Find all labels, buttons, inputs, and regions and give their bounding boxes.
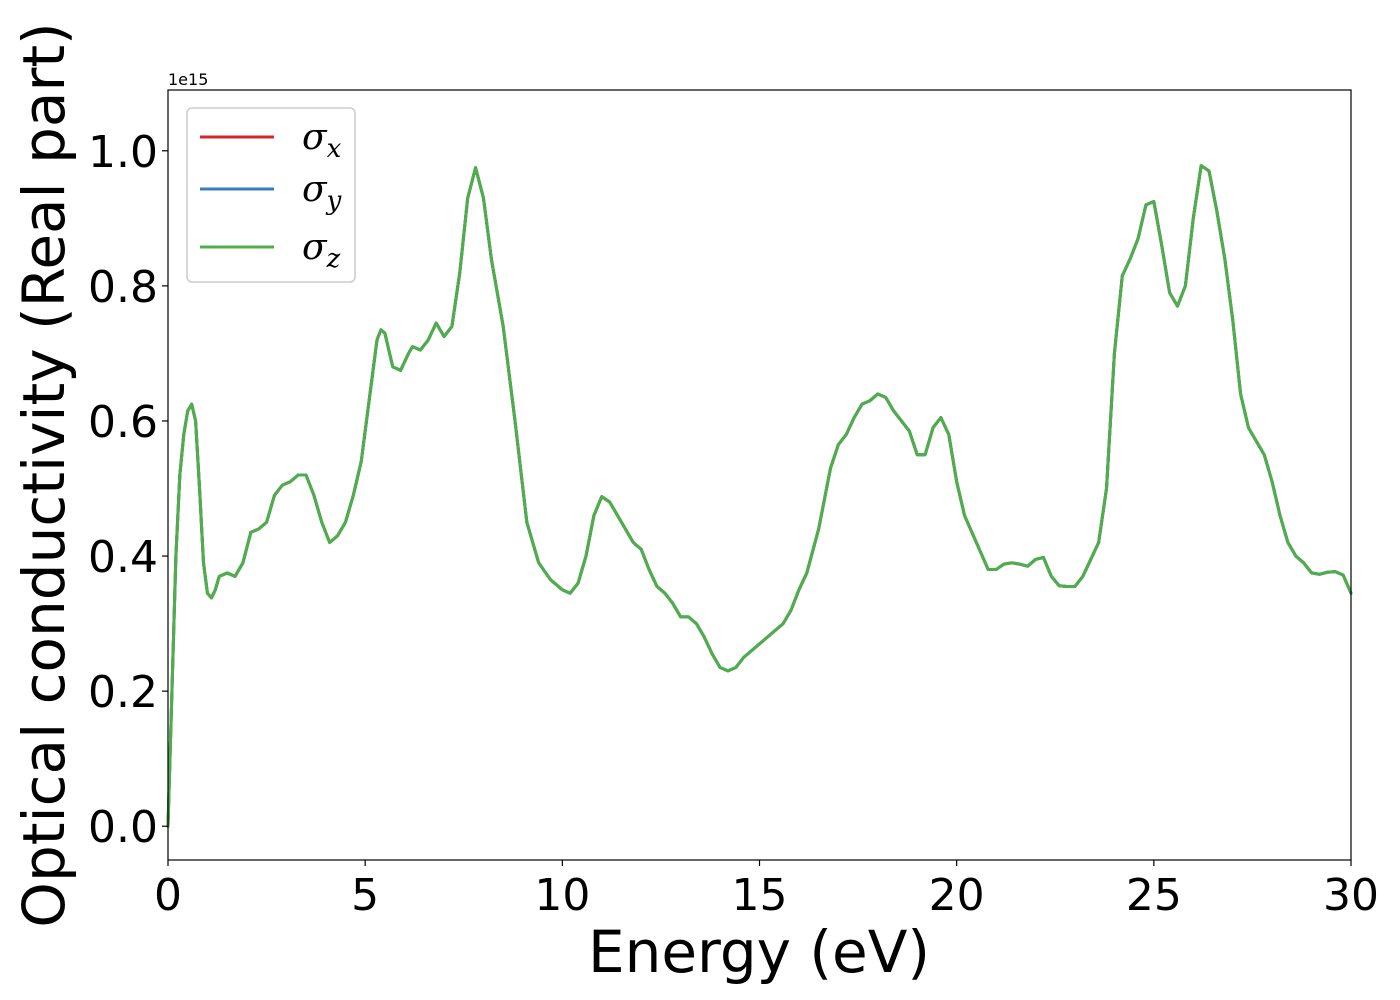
x-tick-label: 0 (154, 870, 182, 921)
y-tick-label: 0.4 (88, 532, 158, 583)
x-tick-label: 5 (351, 870, 379, 921)
y-tick-label: 1.0 (88, 127, 158, 178)
y-tick-label: 0.2 (88, 667, 158, 718)
x-tick-label: 10 (534, 870, 590, 921)
legend: σx σy σz (186, 107, 356, 283)
legend-label: σz (302, 227, 341, 274)
x-tick-label: 15 (732, 870, 788, 921)
y-axis: 0.0 0.2 0.4 0.6 0.8 1.0 (88, 127, 168, 853)
y-tick-label: 0.8 (88, 262, 158, 313)
x-tick-label: 30 (1323, 870, 1379, 921)
x-tick-label: 20 (929, 870, 985, 921)
y-tick-label: 0.6 (88, 397, 158, 448)
plot-background (168, 90, 1351, 860)
legend-label: σy (302, 169, 342, 216)
x-axis-label: Energy (eV) (588, 918, 930, 986)
x-tick-label: 25 (1126, 870, 1182, 921)
series-line-3 (166, 164, 1353, 828)
y-axis-label: Optical conductivity (Real part) (10, 22, 78, 927)
y-offset-label: 1e15 (168, 70, 208, 89)
legend-box (186, 107, 356, 283)
legend-label: σx (302, 117, 342, 164)
series-layer (166, 164, 1353, 828)
x-axis: 0 5 10 15 20 25 30 (154, 860, 1379, 921)
y-tick-label: 0.0 (88, 802, 158, 853)
